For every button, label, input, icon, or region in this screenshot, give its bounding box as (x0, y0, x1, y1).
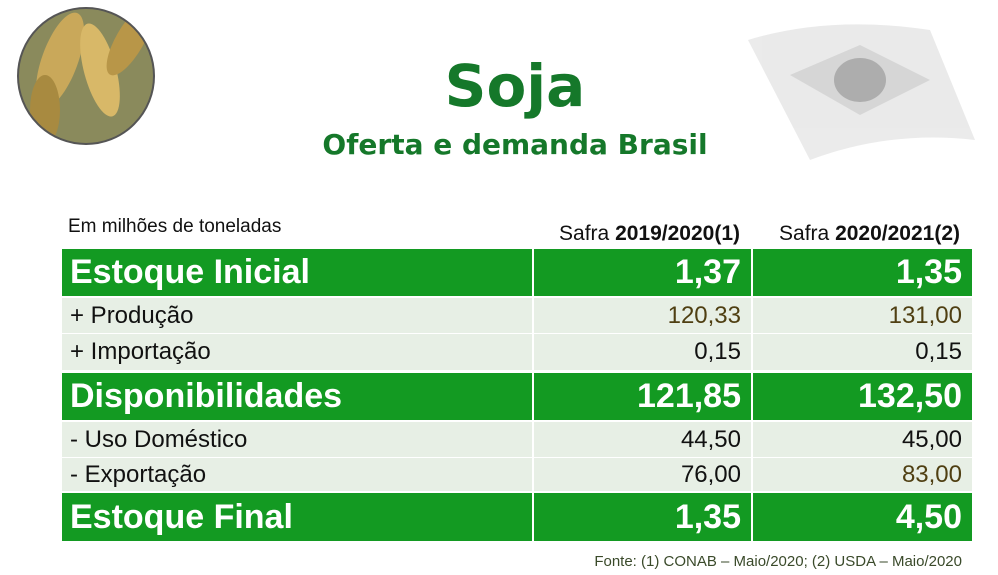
row-value: 120,33 (534, 298, 751, 333)
column-season: 2020/2021(2) (835, 222, 960, 245)
title: Soja (444, 52, 586, 120)
row-value: 132,50 (753, 373, 972, 420)
source-note: Fonte: (1) CONAB – Maio/2020; (2) USDA –… (594, 553, 962, 570)
unit-note: Em milhões de toneladas (68, 216, 282, 237)
column-header: Safra 2019/2020(1) (530, 222, 740, 246)
row-value: 45,00 (753, 422, 972, 457)
column-prefix: Safra (559, 222, 610, 245)
row-label: Estoque Final (62, 493, 532, 541)
row-value: 0,15 (534, 334, 751, 370)
row-label: + Importação (62, 334, 532, 370)
row-value: 1,35 (753, 249, 972, 296)
row-label: - Exportação (62, 458, 532, 491)
row-value: 1,35 (534, 493, 751, 541)
row-label: - Uso Doméstico (62, 422, 532, 457)
row-value: 121,85 (534, 373, 751, 420)
column-header: Safra 2020/2021(2) (750, 222, 960, 246)
row-value: 4,50 (753, 493, 972, 541)
row-value: 76,00 (534, 458, 751, 491)
row-label: + Produção (62, 298, 532, 333)
column-prefix: Safra (779, 222, 830, 245)
decorations (17, 7, 975, 160)
flag (748, 24, 975, 160)
column-season: 2019/2020(1) (615, 222, 740, 245)
row-value: 83,00 (753, 458, 972, 491)
row-label: Disponibilidades (62, 373, 532, 420)
subtitle: Oferta e demanda Brasil (322, 128, 708, 161)
row-value: 44,50 (534, 422, 751, 457)
row-value: 131,00 (753, 298, 972, 333)
row-label: Estoque Inicial (62, 249, 532, 296)
row-value: 1,37 (534, 249, 751, 296)
row-value: 0,15 (753, 334, 972, 370)
